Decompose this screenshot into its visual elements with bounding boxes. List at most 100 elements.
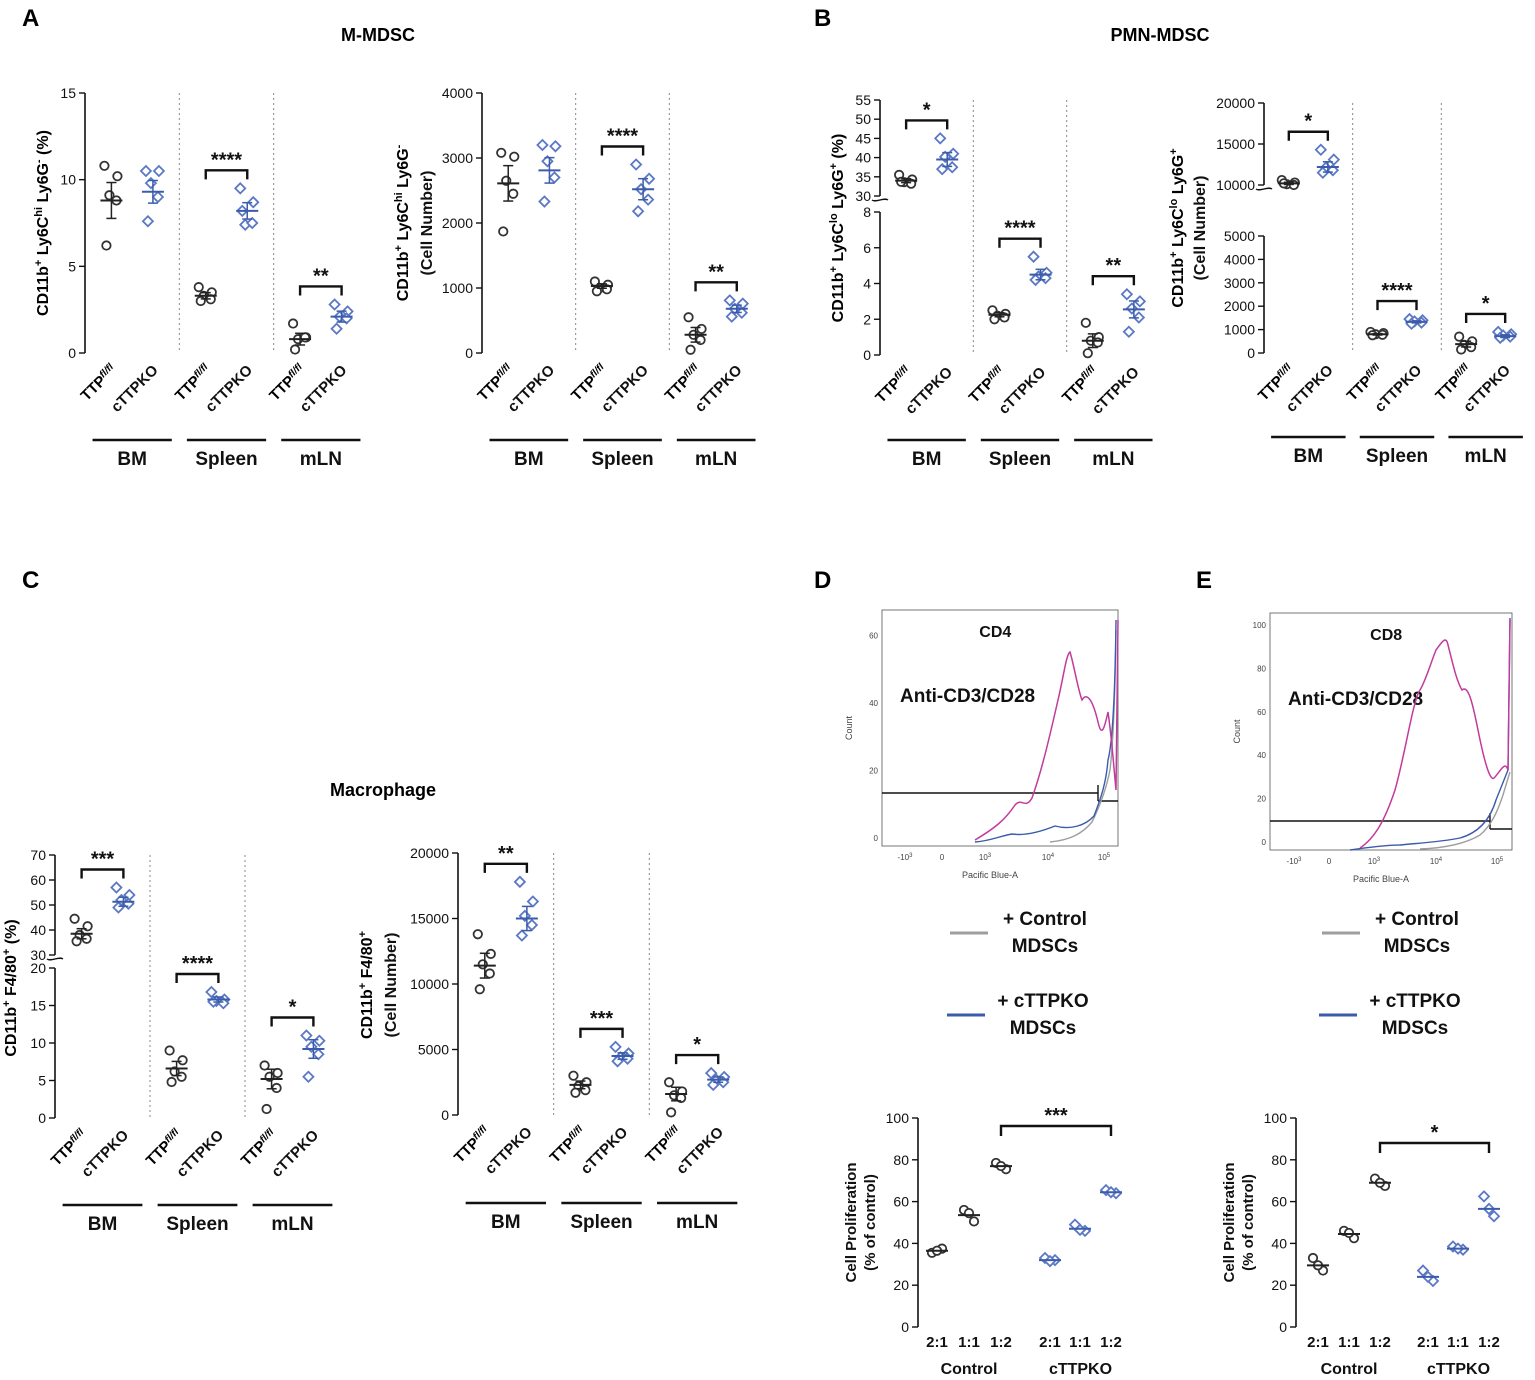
- data-point-ttp: [261, 1103, 272, 1115]
- data-point-ttp: [683, 312, 694, 323]
- data-point-ttp: [498, 226, 509, 237]
- significance-bracket: [998, 237, 1042, 248]
- data-point-control: [1307, 1252, 1319, 1264]
- y-tick-label: 5: [68, 258, 76, 274]
- data-point-cttpko: [141, 214, 155, 228]
- data-point-cttpko: [704, 1066, 718, 1080]
- significance-stars: *: [1304, 111, 1312, 133]
- y-axis-label-sub: (% of control): [1240, 1174, 1257, 1271]
- flow-y-tick: 0: [874, 834, 879, 843]
- histogram-cttpko: [1349, 617, 1511, 851]
- x-label-cttpko: cTTPKO: [108, 362, 162, 416]
- significance-stars: *: [923, 99, 931, 121]
- data-point-ttp: [287, 318, 299, 329]
- data-point-cttpko: [1133, 295, 1147, 308]
- y-axis-label: CD11b+ Ly6Chi Ly6G- (%): [33, 130, 52, 316]
- histogram-control: [1049, 629, 1117, 843]
- data-point-ttp: [696, 323, 707, 335]
- y-tick-label: 10: [60, 172, 76, 188]
- x-tick-label: 1:1: [1069, 1334, 1091, 1351]
- group-label: mLN: [1092, 449, 1134, 470]
- y-axis-label-sub: (Cell Number): [383, 933, 400, 1038]
- group-label: BM: [88, 1214, 118, 1235]
- significance-bracket: [1378, 1141, 1491, 1153]
- data-point-ttp: [1080, 317, 1091, 328]
- data-point-cttpko: [300, 1029, 313, 1042]
- significance-bracket: [579, 1027, 624, 1038]
- data-point-cttpko: [526, 895, 540, 908]
- data-point-cttpko: [313, 1034, 326, 1048]
- flow-y-label: Count: [1232, 719, 1242, 744]
- y-tick-label: 20: [893, 1277, 909, 1293]
- legend-label-cttpko: + cTTPKO: [997, 991, 1088, 1012]
- flow-y-tick: 80: [1257, 664, 1266, 673]
- data-point-cttpko: [110, 881, 123, 894]
- data-point-cttpko: [548, 171, 561, 184]
- y-tick-label: 15000: [410, 911, 449, 927]
- flow-x-tick: 103: [1368, 857, 1381, 866]
- y-tick-label: 8: [863, 204, 871, 220]
- y-tick-label: 80: [1271, 1152, 1287, 1168]
- group-label: Spleen: [591, 449, 653, 470]
- significance-bracket: [600, 145, 645, 156]
- data-point-cttpko: [245, 216, 259, 230]
- significance-stars: **: [708, 261, 724, 283]
- y-tick-label: 0: [68, 345, 76, 361]
- data-point-cttpko: [631, 205, 645, 218]
- legend-label-cttpko-2: MDSCs: [1010, 1018, 1077, 1039]
- data-point-cttpko: [151, 190, 165, 204]
- y-tick-label: 15: [60, 85, 76, 101]
- section-title-pmn: PMN-MDSC: [1111, 25, 1210, 45]
- y-tick-label: 30: [855, 188, 871, 204]
- y-tick-label: 4000: [442, 85, 473, 101]
- data-point-ttp: [472, 929, 483, 940]
- group-label: Control: [941, 1361, 998, 1378]
- x-label-cttpko: cTTPKO: [297, 362, 351, 416]
- flow-x-tick: -103: [898, 853, 914, 862]
- x-tick-label: 1:2: [1478, 1334, 1500, 1351]
- data-point-cttpko: [935, 162, 949, 176]
- y-axis-label: Cell Proliferation: [1221, 1162, 1238, 1282]
- data-point-ttp: [69, 913, 80, 924]
- legend-label-cttpko-2: MDSCs: [1382, 1018, 1449, 1039]
- data-point-ttp: [176, 1071, 187, 1082]
- y-tick-label: 6: [863, 240, 871, 256]
- flow-x-label: Pacific Blue-A: [962, 870, 1018, 880]
- significance-stars: ****: [607, 126, 638, 148]
- data-point-cttpko: [642, 172, 656, 186]
- flow-x-tick: -103: [1287, 857, 1303, 866]
- x-tick-label: 1:1: [1447, 1334, 1469, 1351]
- y-tick-label: 30: [30, 947, 46, 963]
- flow-y-tick: 100: [1253, 621, 1267, 630]
- x-label-cttpko: cTTPKO: [202, 362, 256, 416]
- x-label-cttpko: cTTPKO: [482, 1124, 536, 1178]
- section-title-mmdsc: M-MDSC: [341, 25, 415, 45]
- group-label: Spleen: [166, 1214, 228, 1235]
- y-tick-label: 60: [1271, 1194, 1287, 1210]
- data-point-ttp: [259, 1060, 270, 1071]
- group-label: BM: [491, 1212, 521, 1233]
- flow-histogram-cd8: 0 20 40 60 80 100 Count -103 0 103 104 105 Pacific B…: [1232, 612, 1513, 884]
- y-tick-label: 10: [30, 1035, 46, 1051]
- significance-stars: *: [693, 1034, 701, 1056]
- y-tick-label: 5000: [1224, 228, 1255, 244]
- panel-letter-e: E: [1196, 567, 1212, 594]
- y-tick-label: 20000: [1216, 95, 1255, 111]
- data-point-cttpko: [144, 176, 158, 190]
- y-tick-label: 60: [893, 1194, 909, 1210]
- x-label-cttpko: cTTPKO: [692, 362, 746, 416]
- y-tick-label: 20000: [410, 845, 449, 861]
- y-axis-label: CD11b+ F4/80+: [357, 931, 376, 1039]
- data-point-cttpko: [1477, 1190, 1491, 1203]
- significance-stars: *: [1482, 293, 1490, 315]
- group-label: mLN: [300, 449, 342, 470]
- histogram-cttpko: [974, 619, 1117, 843]
- y-tick-label: 20: [1271, 1277, 1287, 1293]
- significance-stars: ****: [1004, 218, 1035, 240]
- data-point-cttpko: [515, 929, 529, 942]
- group-label: Control: [1321, 1361, 1378, 1378]
- data-point-ttp: [101, 240, 112, 251]
- legend: + Control MDSCs + cTTPKO MDSCs: [1319, 909, 1461, 1039]
